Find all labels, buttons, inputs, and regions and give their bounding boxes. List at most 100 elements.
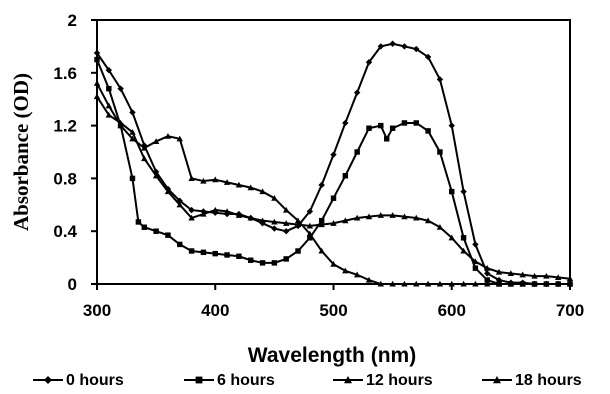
legend-label: 12 hours (366, 372, 433, 389)
data-point-square (295, 248, 301, 254)
data-point-square (259, 260, 266, 266)
data-point-triangle (247, 184, 254, 191)
data-point-square (271, 260, 278, 266)
data-point-triangle (365, 213, 373, 220)
data-point-square (129, 175, 136, 182)
data-point-diamond (460, 188, 467, 195)
data-point-square (484, 277, 490, 283)
data-point-triangle (176, 201, 183, 208)
data-point-diamond (484, 270, 491, 277)
series-line (96, 59, 570, 285)
data-point-triangle (188, 214, 195, 221)
series-line (96, 42, 570, 285)
data-point-square (224, 252, 230, 258)
series-1 (93, 40, 574, 288)
data-point-triangle (164, 188, 172, 195)
data-point-triangle (306, 230, 314, 237)
data-point-square (307, 235, 313, 241)
data-point-triangle (259, 188, 266, 195)
data-point-triangle (495, 268, 503, 275)
data-point-diamond (212, 209, 219, 216)
data-point-diamond (401, 43, 408, 50)
data-point-triangle (141, 144, 148, 151)
data-point-diamond (424, 53, 432, 61)
x-tick-label: 400 (201, 301, 229, 320)
legend-item: 6 hours (184, 372, 275, 389)
data-point-triangle (342, 217, 349, 224)
data-point-triangle (129, 135, 136, 142)
data-point-triangle (460, 247, 467, 254)
series-2 (94, 56, 573, 287)
data-point-square (413, 120, 419, 126)
data-point-triangle (271, 195, 278, 201)
data-point-diamond (306, 208, 314, 215)
data-point-triangle (448, 234, 455, 241)
data-point-diamond (353, 89, 361, 96)
data-point-square (153, 228, 159, 234)
data-point-square (401, 120, 408, 126)
data-point-triangle (247, 214, 254, 221)
data-point-diamond (330, 151, 337, 158)
y-axis-title: Absorbance (OD) (9, 73, 33, 231)
data-point-diamond (271, 225, 278, 232)
x-tick-label: 300 (83, 301, 111, 320)
data-point-diamond (188, 206, 195, 214)
data-point-square (200, 249, 207, 256)
data-point-triangle (223, 208, 231, 214)
data-point-square (449, 188, 455, 195)
data-point-triangle (235, 212, 243, 218)
y-tick-label: 0 (68, 275, 77, 294)
data-point-triangle (200, 177, 207, 184)
data-point-square (195, 376, 203, 384)
data-point-square (177, 241, 183, 248)
data-point-square (389, 125, 396, 131)
series-4 (93, 93, 574, 282)
data-point-triangle (105, 102, 113, 109)
y-tick-label: 0.8 (53, 169, 77, 188)
data-point-triangle (117, 119, 124, 126)
data-point-triangle (344, 376, 352, 384)
data-point-square (165, 232, 171, 238)
data-point-square (437, 149, 443, 155)
data-point-diamond (365, 59, 373, 66)
data-point-diamond (117, 85, 124, 92)
y-tick-label: 1.2 (53, 117, 77, 136)
data-point-square (248, 257, 254, 263)
data-point-triangle (318, 221, 325, 228)
data-point-square (283, 256, 289, 262)
x-tick-label: 600 (438, 301, 466, 320)
data-point-square (330, 195, 337, 201)
data-point-triangle (413, 214, 420, 221)
legend-label: 0 hours (66, 372, 124, 389)
data-point-triangle (294, 217, 302, 224)
legend-item: 12 hours (333, 372, 433, 389)
data-point-diamond (283, 228, 290, 235)
data-point-diamond (472, 241, 479, 248)
data-point-triangle (554, 274, 562, 280)
data-point-triangle (141, 155, 148, 162)
x-tick-label: 700 (556, 301, 584, 320)
data-point-diamond (44, 376, 52, 384)
data-point-triangle (318, 247, 325, 254)
data-point-triangle (424, 217, 432, 224)
data-point-triangle (129, 129, 136, 135)
data-point-diamond (413, 45, 420, 53)
data-point-square (188, 248, 195, 254)
data-point-triangle (507, 270, 515, 276)
data-point-diamond (436, 76, 444, 83)
data-point-triangle (389, 212, 396, 218)
data-point-triangle (401, 213, 408, 220)
data-point-triangle (164, 132, 172, 139)
series-line (96, 82, 570, 285)
data-point-square (366, 125, 372, 131)
data-point-square (318, 217, 325, 224)
data-point-triangle (105, 111, 113, 118)
data-point-square (460, 235, 467, 241)
x-tick-label: 500 (319, 301, 347, 320)
data-point-triangle (259, 217, 266, 224)
data-point-triangle (353, 271, 361, 278)
data-point-square (135, 219, 142, 225)
data-point-triangle (531, 272, 538, 279)
legend-item: 18 hours (482, 372, 582, 389)
data-point-diamond (448, 122, 455, 129)
